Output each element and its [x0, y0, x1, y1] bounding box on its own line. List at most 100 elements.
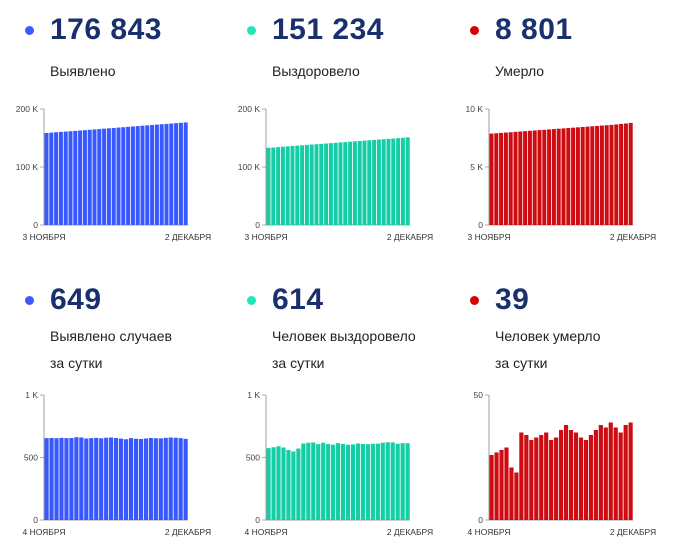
- bar: [623, 123, 628, 225]
- y-tick-label: 50: [474, 390, 484, 400]
- metric-label-line1: Выявлено: [50, 63, 116, 79]
- bar: [489, 455, 494, 520]
- bar: [324, 143, 329, 225]
- bar: [614, 124, 619, 225]
- bar: [49, 438, 54, 520]
- bar: [539, 435, 544, 520]
- bar: [316, 444, 321, 521]
- bar: [554, 437, 559, 520]
- metric-label-line2: за сутки: [50, 355, 103, 371]
- x-label-start: 3 НОЯБРЯ: [245, 232, 288, 242]
- bar: [549, 440, 554, 520]
- big-number: 151 234: [272, 13, 384, 46]
- bar: [271, 147, 276, 225]
- bar: [396, 138, 401, 225]
- bar: [109, 437, 114, 520]
- y-tick-label: 500: [24, 453, 38, 463]
- metric-label: Человек выздоровело за сутки: [272, 325, 416, 374]
- bar: [121, 127, 126, 225]
- bar: [386, 138, 391, 225]
- y-tick-label: 100 K: [238, 162, 261, 172]
- bar: [276, 446, 281, 520]
- bar: [74, 437, 79, 520]
- y-tick-label: 1 K: [247, 390, 260, 400]
- bar: [336, 443, 341, 521]
- bar: [164, 123, 169, 225]
- x-label-start: 4 НОЯБРЯ: [23, 527, 66, 537]
- bar: [290, 146, 295, 225]
- bar: [104, 437, 109, 520]
- bar: [87, 129, 92, 225]
- bar: [360, 444, 366, 520]
- bar: [588, 435, 593, 520]
- bar: [114, 438, 119, 520]
- bar: [527, 130, 532, 225]
- bar: [537, 130, 542, 225]
- bar: [561, 128, 566, 225]
- bar: [559, 430, 564, 520]
- x-label-end: 2 ДЕКАБРЯ: [165, 232, 211, 242]
- y-tick-label: 0: [255, 220, 260, 230]
- bar: [405, 443, 410, 520]
- y-tick-label: 0: [33, 220, 38, 230]
- panel-detected: 176 843 Выявлено 0 100 K 200 K 3 НОЯБРЯ 2 ДЕКА…: [0, 10, 222, 250]
- bar: [573, 432, 579, 520]
- bar: [593, 430, 598, 520]
- bar: [89, 438, 94, 521]
- bar: [79, 437, 84, 520]
- y-tick-label: 0: [478, 515, 483, 525]
- bar: [529, 440, 534, 520]
- bar: [174, 123, 179, 225]
- bar: [296, 448, 301, 520]
- bar: [99, 438, 104, 520]
- bar: [286, 450, 291, 520]
- bar: [44, 438, 49, 521]
- bar: [590, 126, 595, 225]
- bar: [333, 142, 338, 225]
- bar: [183, 438, 188, 521]
- bar: [163, 437, 168, 521]
- bar: [281, 447, 286, 520]
- y-tick-label: 0: [478, 220, 483, 230]
- bar: [603, 427, 608, 520]
- bar: [291, 451, 296, 520]
- bar: [158, 438, 163, 521]
- bar: [309, 144, 314, 225]
- bar: [566, 128, 571, 225]
- bar: [494, 452, 499, 520]
- bar: [513, 131, 518, 225]
- bar: [328, 143, 333, 225]
- panel-recovered: 151 234 Выздоровело 0 100 K 200 K 3 НОЯБРЯ 2 Д…: [222, 10, 444, 250]
- bar: [362, 140, 367, 225]
- big-number: 176 843: [50, 13, 162, 46]
- x-label-start: 3 НОЯБРЯ: [468, 232, 511, 242]
- bar: [300, 145, 305, 225]
- bar: [63, 131, 68, 225]
- bar: [357, 140, 362, 225]
- bar: [613, 427, 618, 520]
- big-number: 614: [272, 283, 324, 316]
- metric-label: Выявлено случаев за сутки: [50, 325, 172, 374]
- metric-label-line1: Человек умерло: [495, 328, 601, 344]
- bar: [143, 438, 148, 520]
- headline: 39: [445, 280, 529, 320]
- bar: [130, 126, 135, 225]
- bar: [508, 132, 513, 225]
- bar: [370, 443, 375, 520]
- bar: [599, 125, 604, 225]
- y-tick-label: 200 K: [238, 104, 261, 114]
- bar: [575, 127, 580, 225]
- bar: [64, 438, 69, 521]
- bar: [106, 128, 111, 225]
- x-label-start: 3 НОЯБРЯ: [23, 232, 66, 242]
- bar: [54, 438, 59, 520]
- bar: [153, 438, 158, 520]
- bar: [598, 425, 603, 520]
- bar: [97, 129, 102, 225]
- status-dot-icon: [247, 295, 256, 305]
- chart-recovered: 0 100 K 200 K 3 НОЯБРЯ 2 ДЕКАБРЯ: [238, 104, 433, 242]
- bar: [385, 442, 390, 520]
- bar: [583, 440, 589, 520]
- y-tick-label: 1 K: [25, 390, 38, 400]
- x-label-end: 2 ДЕКАБРЯ: [165, 527, 211, 537]
